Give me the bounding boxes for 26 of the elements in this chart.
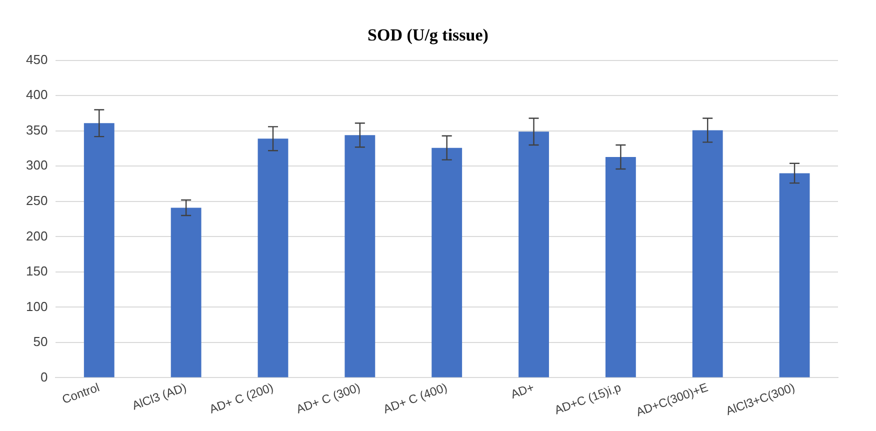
bar [344,135,376,378]
y-tick-label: 200 [26,228,48,244]
x-tick-label: AD+ C (300) [294,380,362,416]
bar [432,148,462,378]
bar [779,173,810,378]
bar [605,157,636,378]
bar [258,138,288,378]
y-tick-label: 450 [26,52,48,67]
bar [170,208,202,378]
y-tick-label: 50 [33,334,48,350]
x-tick-label: AD+ [508,380,536,402]
chart-title: SOD (U/g tissue) [368,26,488,45]
bar [692,130,723,378]
y-tick-label: 250 [26,192,48,208]
bar [84,123,114,378]
y-tick-label: 150 [26,264,48,279]
y-tick-label: 100 [26,298,48,314]
x-tick-label: AD+ C (200) [207,380,276,416]
bar [518,132,549,378]
x-tick-label: AD+C (15)i.p [552,380,624,418]
x-tick-label: AD+ C (400) [381,380,450,416]
y-tick-label: 0 [40,369,48,384]
y-tick-label: 400 [26,87,48,102]
y-tick-label: 350 [26,122,48,138]
y-tick-label: 300 [26,158,48,173]
x-tick-label: AlCl3 (AD) [130,380,188,413]
